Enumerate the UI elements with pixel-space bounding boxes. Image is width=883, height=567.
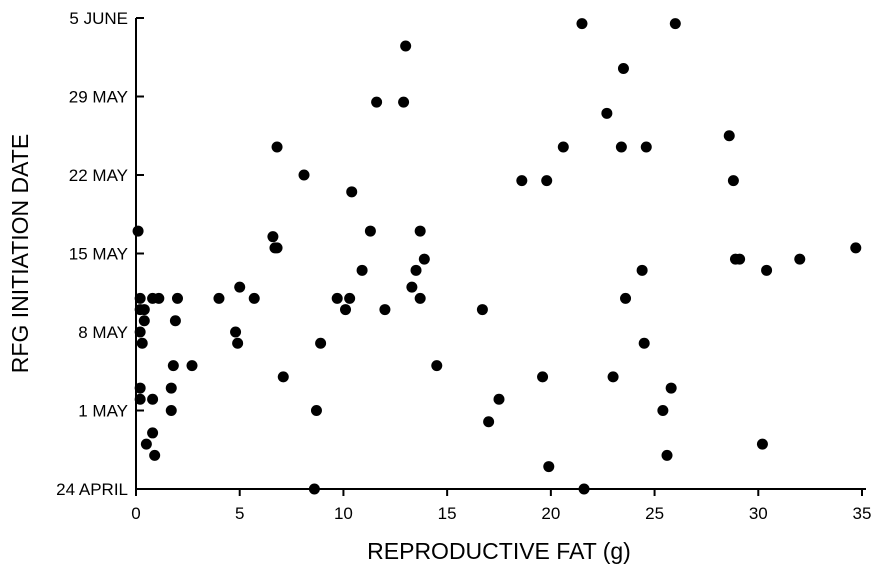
data-point	[364, 225, 376, 237]
x-tick-label: 15	[438, 504, 457, 523]
y-tick-label: 29 MAY	[69, 88, 128, 107]
data-point	[132, 225, 144, 237]
tick-group: 0 5 10 15 20 25 30 35 24 APRIL 1 MAY 8 MAY 15 MAY 22…	[56, 9, 871, 523]
data-point	[414, 292, 426, 304]
data-point	[371, 96, 383, 108]
data-point	[213, 292, 225, 304]
x-tick-label: 30	[749, 504, 768, 523]
x-tick-label: 25	[645, 504, 664, 523]
data-point	[537, 371, 549, 383]
data-point	[167, 360, 179, 372]
data-point	[147, 427, 159, 439]
data-point	[271, 141, 283, 153]
data-point	[431, 360, 443, 372]
data-point	[248, 292, 260, 304]
y-tick-label: 1 MAY	[78, 402, 128, 421]
x-tick-label: 0	[131, 504, 140, 523]
data-point	[493, 393, 505, 405]
data-point	[578, 483, 590, 495]
data-point	[665, 382, 677, 394]
data-point	[138, 315, 150, 327]
data-point	[398, 96, 410, 108]
axes	[135, 18, 866, 490]
data-point	[727, 175, 739, 187]
y-tick-label: 5 JUNE	[69, 9, 128, 28]
data-point	[153, 292, 165, 304]
data-point	[134, 382, 146, 394]
data-point	[483, 416, 495, 428]
data-point	[232, 337, 244, 349]
x-axis-title: REPRODUCTIVE FAT (g)	[367, 538, 631, 564]
data-point	[165, 382, 177, 394]
data-point	[310, 405, 322, 416]
data-point	[138, 304, 150, 316]
data-point	[271, 242, 283, 254]
data-point	[414, 225, 426, 237]
data-point	[601, 107, 613, 119]
data-point	[418, 253, 430, 265]
x-tick-label: 20	[541, 504, 560, 523]
y-tick-label: 15 MAY	[69, 245, 128, 264]
data-point	[476, 304, 488, 316]
data-point	[615, 141, 627, 153]
data-point	[636, 264, 648, 276]
data-point	[267, 231, 279, 243]
data-point	[298, 169, 310, 181]
data-point	[308, 483, 320, 495]
data-point	[136, 337, 148, 349]
data-point	[756, 438, 768, 450]
data-point	[557, 141, 569, 153]
data-point	[406, 281, 418, 293]
data-point	[134, 292, 146, 304]
data-point	[723, 130, 735, 142]
data-point	[140, 438, 152, 450]
data-point	[761, 264, 773, 276]
data-point	[669, 18, 681, 30]
data-point	[234, 281, 246, 293]
x-tick-label: 10	[334, 504, 353, 523]
data-point	[277, 371, 289, 383]
data-point	[331, 292, 343, 304]
data-point	[576, 18, 588, 30]
data-point	[346, 186, 358, 198]
data-point	[134, 393, 146, 405]
x-tick-label: 5	[235, 504, 244, 523]
points-group	[132, 18, 862, 495]
y-tick-label: 8 MAY	[78, 323, 128, 342]
data-point	[541, 175, 553, 187]
data-point	[340, 304, 352, 316]
data-point	[165, 405, 177, 416]
data-point	[147, 393, 159, 405]
data-point	[400, 40, 412, 52]
data-point	[169, 315, 181, 327]
data-point	[657, 405, 669, 416]
data-point	[410, 264, 422, 276]
y-tick-label: 24 APRIL	[56, 480, 128, 499]
data-point	[230, 326, 242, 338]
data-point	[620, 292, 632, 304]
data-point	[617, 62, 629, 74]
x-tick-label: 35	[853, 504, 872, 523]
data-point	[379, 304, 391, 316]
y-axis-title: RFG INITIATION DATE	[7, 134, 33, 373]
data-point	[516, 175, 528, 187]
data-point	[661, 449, 673, 461]
data-point	[640, 141, 652, 153]
y-tick-label: 22 MAY	[69, 166, 128, 185]
data-point	[356, 264, 368, 276]
data-point	[344, 292, 356, 304]
data-point	[850, 242, 862, 254]
data-point	[149, 449, 161, 461]
data-point	[734, 253, 746, 265]
data-point	[794, 253, 806, 265]
data-point	[171, 292, 183, 304]
data-point	[638, 337, 650, 349]
data-point	[186, 360, 198, 372]
data-point	[543, 461, 555, 473]
data-point	[607, 371, 619, 383]
data-point	[134, 326, 146, 338]
data-point	[315, 337, 327, 349]
